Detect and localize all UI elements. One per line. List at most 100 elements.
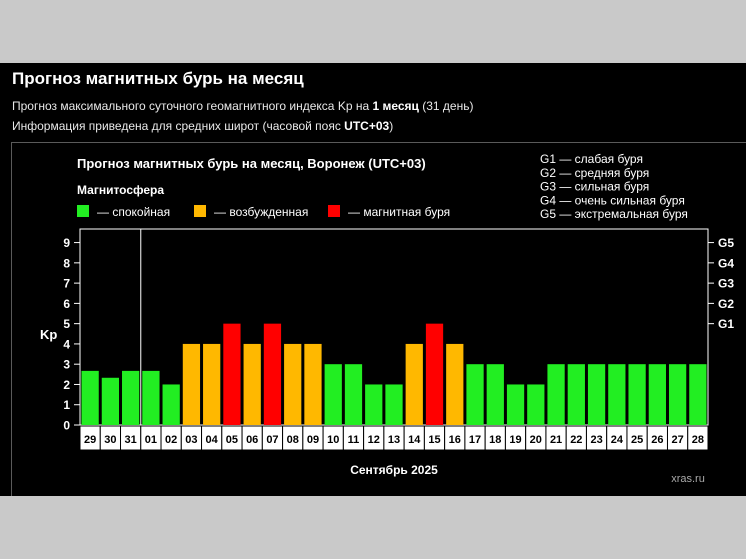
y-tick-label: 2 xyxy=(63,378,70,392)
bar-day-16 xyxy=(446,343,464,425)
legend-title: Магнитосфера xyxy=(77,183,164,197)
day-label-08: 08 xyxy=(287,434,299,446)
day-label-28: 28 xyxy=(692,434,704,446)
g-scale-item: G2 — средняя буря xyxy=(540,166,649,180)
day-label-02: 02 xyxy=(165,434,177,446)
bar-day-22 xyxy=(567,364,585,425)
latitude-info: Информация приведена для средних широт (… xyxy=(12,119,393,133)
day-label-16: 16 xyxy=(449,434,461,446)
g-tick-label: G1 xyxy=(718,317,734,331)
legend-label-calm: — спокойная xyxy=(97,205,170,219)
bar-day-20 xyxy=(527,384,545,425)
g-scale-item: G3 — сильная буря xyxy=(540,180,649,194)
day-cell-28 xyxy=(687,425,709,451)
y-tick-label: 3 xyxy=(63,358,70,372)
day-label-07: 07 xyxy=(266,434,278,446)
timezone-value: UTC+03 xyxy=(344,119,390,133)
day-label-26: 26 xyxy=(651,434,663,446)
bar-day-03 xyxy=(182,343,201,425)
day-label-11: 11 xyxy=(348,434,360,446)
day-label-24: 24 xyxy=(611,434,624,446)
chart-panel: Прогноз магнитных бурь на месяц, Воронеж… xyxy=(11,142,746,496)
legend-swatch-calm xyxy=(77,205,89,217)
day-label-04: 04 xyxy=(206,434,219,446)
bar-day-07 xyxy=(263,323,282,425)
g-tick-label: G5 xyxy=(718,236,734,250)
y-tick-label: 6 xyxy=(63,297,70,311)
bar-day-04 xyxy=(203,343,221,425)
bar-day-30 xyxy=(101,377,120,425)
day-label-09: 09 xyxy=(307,434,319,446)
g-tick-label: G4 xyxy=(718,256,734,270)
bar-day-02 xyxy=(162,384,180,425)
legend-label-excited: — возбужденная xyxy=(214,205,308,219)
bar-day-26 xyxy=(648,364,666,425)
bar-day-01 xyxy=(142,370,160,425)
bar-day-08 xyxy=(284,343,302,425)
day-label-10: 10 xyxy=(327,434,339,446)
watermark: xras.ru xyxy=(671,473,705,485)
bar-day-12 xyxy=(365,384,383,425)
day-label-17: 17 xyxy=(469,434,481,446)
bar-day-06 xyxy=(243,343,261,425)
y-tick-label: 9 xyxy=(63,236,70,250)
bar-day-25 xyxy=(628,364,646,425)
bar-day-15 xyxy=(425,323,444,425)
day-label-22: 22 xyxy=(570,434,582,446)
day-label-19: 19 xyxy=(509,434,521,446)
x-axis-label: Сентябрь 2025 xyxy=(350,463,438,477)
legend-swatch-excited xyxy=(194,205,206,217)
legend-label-storm: — магнитная буря xyxy=(348,205,450,219)
chart-title: Прогноз магнитных бурь на месяц, Воронеж… xyxy=(77,156,426,171)
bar-day-18 xyxy=(486,364,504,425)
bar-day-29 xyxy=(81,370,99,425)
latitude-text-end: ) xyxy=(389,119,394,133)
g-scale-item: G1 — слабая буря xyxy=(540,152,643,166)
days-count: (31 день) xyxy=(418,99,474,113)
day-label-13: 13 xyxy=(388,434,400,446)
kp-forecast-chart: Прогноз магнитных бурь на месяц, Воронеж… xyxy=(40,152,734,485)
day-label-29: 29 xyxy=(84,434,96,446)
y-tick-label: 1 xyxy=(63,398,70,412)
day-label-12: 12 xyxy=(368,434,380,446)
period-value: 1 месяц xyxy=(372,99,419,113)
day-label-03: 03 xyxy=(185,434,197,446)
bar-day-13 xyxy=(385,384,403,425)
day-label-05: 05 xyxy=(226,434,238,446)
day-label-01: 01 xyxy=(145,434,157,446)
y-tick-label: 5 xyxy=(63,317,70,331)
g-scale-item: G4 — очень сильная буря xyxy=(540,193,685,207)
g-scale-item: G5 — экстремальная буря xyxy=(540,207,688,221)
bar-day-05 xyxy=(223,323,241,425)
y-tick-label: 7 xyxy=(63,277,70,291)
page: Прогноз магнитных бурь на месяц Прогноз … xyxy=(0,63,746,496)
legend-swatch-storm xyxy=(328,205,340,217)
y-tick-label: 4 xyxy=(63,337,70,351)
bar-day-17 xyxy=(466,364,484,425)
bar-day-31 xyxy=(122,370,140,425)
bar-day-23 xyxy=(587,364,606,425)
day-label-25: 25 xyxy=(631,434,643,446)
g-tick-label: G3 xyxy=(718,277,734,291)
day-label-20: 20 xyxy=(530,434,542,446)
bar-day-28 xyxy=(689,364,707,425)
bar-day-19 xyxy=(506,384,525,425)
bar-day-11 xyxy=(344,364,363,425)
day-label-30: 30 xyxy=(104,434,116,446)
day-label-23: 23 xyxy=(590,434,602,446)
y-tick-label: 8 xyxy=(63,256,70,270)
bar-day-10 xyxy=(324,364,342,425)
day-label-31: 31 xyxy=(125,434,137,446)
bar-day-09 xyxy=(304,343,322,425)
day-label-14: 14 xyxy=(408,434,421,446)
day-label-18: 18 xyxy=(489,434,501,446)
bar-day-14 xyxy=(405,343,423,425)
bar-day-27 xyxy=(668,364,687,425)
g-tick-label: G2 xyxy=(718,297,734,311)
day-label-06: 06 xyxy=(246,434,258,446)
day-label-27: 27 xyxy=(671,434,683,446)
page-title: Прогноз магнитных бурь на месяц xyxy=(12,69,304,88)
forecast-description: Прогноз максимального суточного геомагни… xyxy=(12,99,473,113)
day-label-15: 15 xyxy=(428,434,440,446)
bar-day-21 xyxy=(547,364,565,425)
